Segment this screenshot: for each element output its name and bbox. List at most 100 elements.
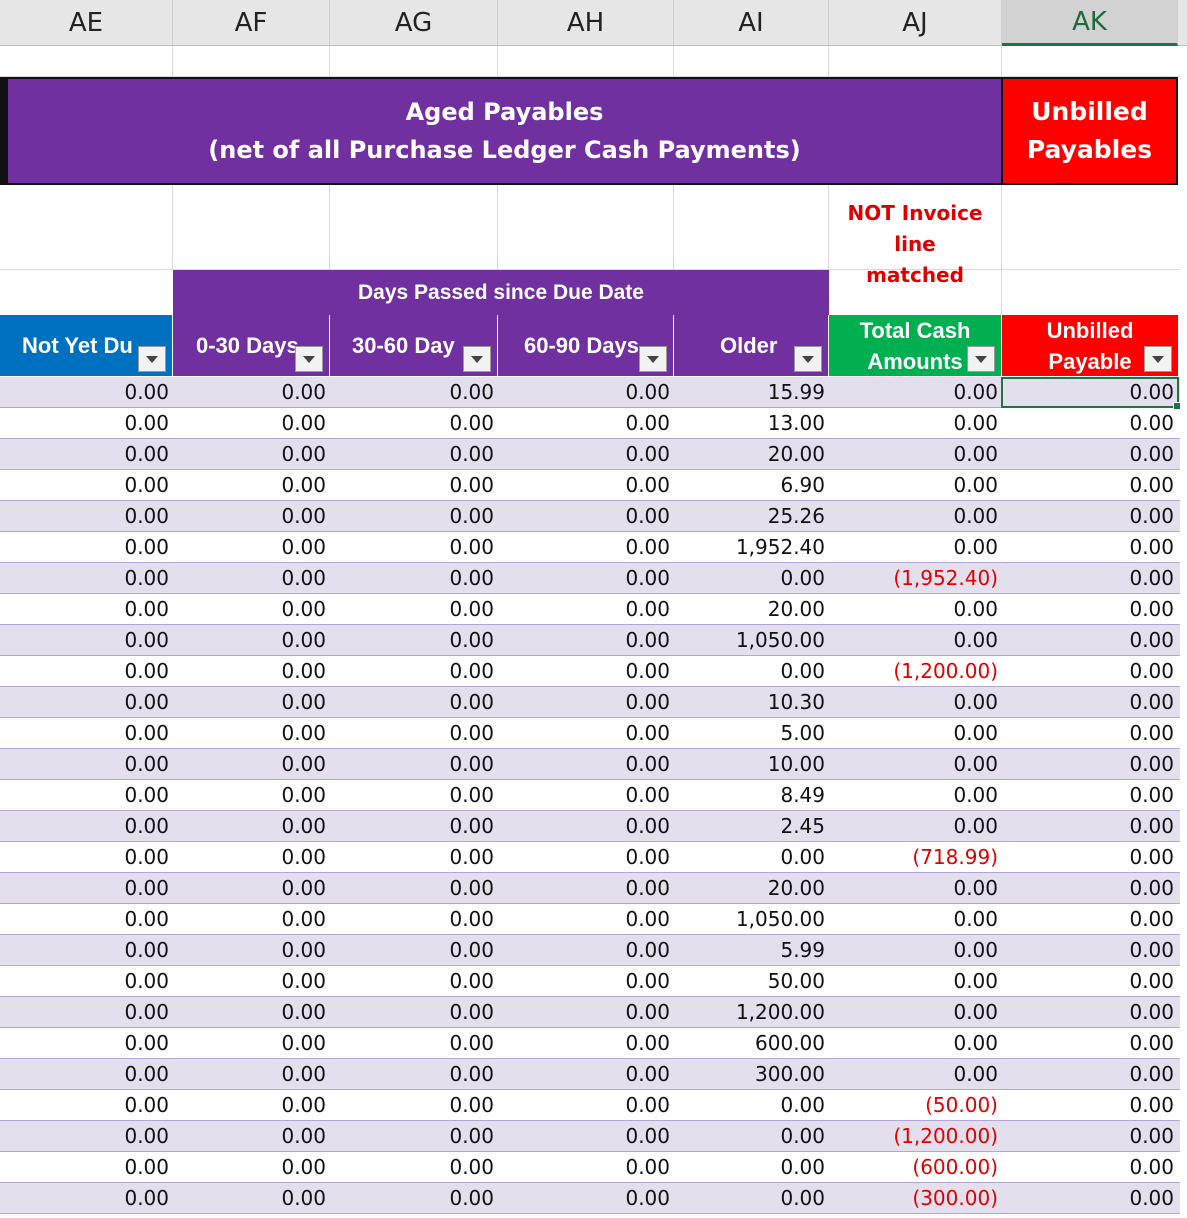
table-cell[interactable]: 15.99 (767, 380, 825, 404)
table-cell[interactable]: 300.00 (755, 1062, 825, 1086)
table-cell[interactable]: 0.00 (281, 1062, 326, 1086)
table-cell[interactable]: 0.00 (449, 1000, 494, 1024)
table-cell[interactable]: 0.00 (953, 628, 998, 652)
table-cell[interactable]: 0.00 (625, 876, 670, 900)
table-cell[interactable]: 0.00 (124, 783, 169, 807)
table-cell[interactable]: 0.00 (124, 1031, 169, 1055)
table-cell[interactable]: 0.00 (449, 380, 494, 404)
table-cell[interactable]: 0.00 (953, 380, 998, 404)
days-passed-header[interactable]: Days Passed since Due Date (173, 270, 829, 315)
header-0-30-days[interactable]: 0-30 Days (173, 315, 330, 376)
table-cell[interactable]: 0.00 (1129, 1000, 1174, 1024)
table-cell[interactable]: 0.00 (953, 473, 998, 497)
table-cell[interactable]: 0.00 (1129, 783, 1174, 807)
table-cell[interactable]: 0.00 (281, 442, 326, 466)
table-cell[interactable]: 0.00 (780, 1093, 825, 1117)
table-cell[interactable]: 0.00 (449, 845, 494, 869)
table-cell[interactable]: 20.00 (767, 442, 825, 466)
table-cell[interactable]: 0.00 (625, 907, 670, 931)
table-cell[interactable]: 0.00 (281, 876, 326, 900)
table-cell[interactable]: 0.00 (1129, 814, 1174, 838)
column-header-ak[interactable]: AK (1002, 0, 1178, 46)
table-cell[interactable]: 0.00 (124, 721, 169, 745)
table-cell[interactable]: 10.00 (767, 752, 825, 776)
table-cell[interactable]: 0.00 (449, 442, 494, 466)
table-cell[interactable]: (1,200.00) (893, 1124, 998, 1148)
table-cell[interactable]: 0.00 (449, 411, 494, 435)
active-cell-selection[interactable] (1001, 377, 1181, 410)
filter-dropdown-button[interactable] (463, 346, 491, 372)
header-60-90-days[interactable]: 60-90 Days (498, 315, 674, 376)
table-cell[interactable]: 8.49 (780, 783, 825, 807)
table-cell[interactable]: 0.00 (124, 690, 169, 714)
table-cell[interactable]: 0.00 (449, 721, 494, 745)
table-cell[interactable]: 0.00 (281, 969, 326, 993)
filter-dropdown-button[interactable] (967, 346, 995, 372)
table-cell[interactable]: 6.90 (780, 473, 825, 497)
table-cell[interactable]: 0.00 (625, 938, 670, 962)
table-cell[interactable]: 0.00 (625, 473, 670, 497)
table-cell[interactable]: 0.00 (124, 752, 169, 776)
table-cell[interactable]: 0.00 (953, 411, 998, 435)
table-cell[interactable]: 0.00 (124, 659, 169, 683)
table-cell[interactable]: 0.00 (449, 628, 494, 652)
table-cell[interactable]: 0.00 (625, 659, 670, 683)
table-cell[interactable]: 0.00 (1129, 659, 1174, 683)
table-cell[interactable]: 0.00 (281, 1124, 326, 1148)
filter-dropdown-button[interactable] (295, 346, 323, 372)
table-cell[interactable]: 0.00 (281, 411, 326, 435)
table-cell[interactable]: 0.00 (281, 659, 326, 683)
table-cell[interactable]: 0.00 (780, 659, 825, 683)
filter-dropdown-button[interactable] (1144, 346, 1172, 372)
table-cell[interactable]: 0.00 (281, 690, 326, 714)
table-cell[interactable]: 0.00 (953, 969, 998, 993)
table-cell[interactable]: 0.00 (1129, 1124, 1174, 1148)
column-header-ae[interactable]: AE (0, 0, 173, 46)
table-cell[interactable]: 0.00 (281, 845, 326, 869)
table-cell[interactable]: 0.00 (625, 814, 670, 838)
table-cell[interactable]: 1,050.00 (735, 628, 825, 652)
table-cell[interactable]: 0.00 (1129, 1093, 1174, 1117)
table-cell[interactable]: 0.00 (625, 566, 670, 590)
table-cell[interactable]: 0.00 (625, 1155, 670, 1179)
table-cell[interactable]: 0.00 (124, 628, 169, 652)
table-cell[interactable]: 25.26 (767, 504, 825, 528)
table-cell[interactable]: 0.00 (625, 411, 670, 435)
table-cell[interactable]: 0.00 (953, 690, 998, 714)
table-cell[interactable]: 0.00 (124, 473, 169, 497)
table-cell[interactable]: 0.00 (449, 1186, 494, 1210)
table-cell[interactable]: 0.00 (449, 1093, 494, 1117)
table-cell[interactable]: 0.00 (625, 690, 670, 714)
table-cell[interactable]: 0.00 (449, 938, 494, 962)
table-cell[interactable]: 0.00 (449, 504, 494, 528)
table-cell[interactable]: 0.00 (1129, 907, 1174, 931)
table-cell[interactable]: 0.00 (449, 1031, 494, 1055)
table-cell[interactable]: 0.00 (281, 628, 326, 652)
table-cell[interactable]: 0.00 (449, 1155, 494, 1179)
table-cell[interactable]: (718.99) (912, 845, 998, 869)
table-cell[interactable]: 1,952.40 (735, 535, 825, 559)
table-cell[interactable]: 600.00 (755, 1031, 825, 1055)
column-header-af[interactable]: AF (173, 0, 330, 46)
table-cell[interactable]: 0.00 (625, 752, 670, 776)
table-cell[interactable]: 0.00 (449, 814, 494, 838)
table-cell[interactable]: 0.00 (449, 969, 494, 993)
table-cell[interactable]: 0.00 (124, 1124, 169, 1148)
table-cell[interactable]: (1,952.40) (893, 566, 998, 590)
table-cell[interactable]: 0.00 (449, 1062, 494, 1086)
table-cell[interactable]: 0.00 (953, 535, 998, 559)
table-cell[interactable]: 0.00 (953, 814, 998, 838)
fill-handle[interactable] (1173, 402, 1181, 410)
table-cell[interactable]: 0.00 (124, 938, 169, 962)
header-unbilled-payable[interactable]: Unbilled Payable (1002, 315, 1178, 376)
table-cell[interactable]: 0.00 (124, 907, 169, 931)
table-cell[interactable]: 0.00 (124, 442, 169, 466)
table-cell[interactable]: 0.00 (1129, 504, 1174, 528)
table-cell[interactable]: 0.00 (953, 721, 998, 745)
table-cell[interactable]: 0.00 (124, 504, 169, 528)
table-cell[interactable]: 0.00 (281, 752, 326, 776)
table-cell[interactable]: 0.00 (281, 566, 326, 590)
table-cell[interactable]: 0.00 (124, 1000, 169, 1024)
table-cell[interactable]: 5.00 (780, 721, 825, 745)
table-cell[interactable]: 0.00 (281, 783, 326, 807)
